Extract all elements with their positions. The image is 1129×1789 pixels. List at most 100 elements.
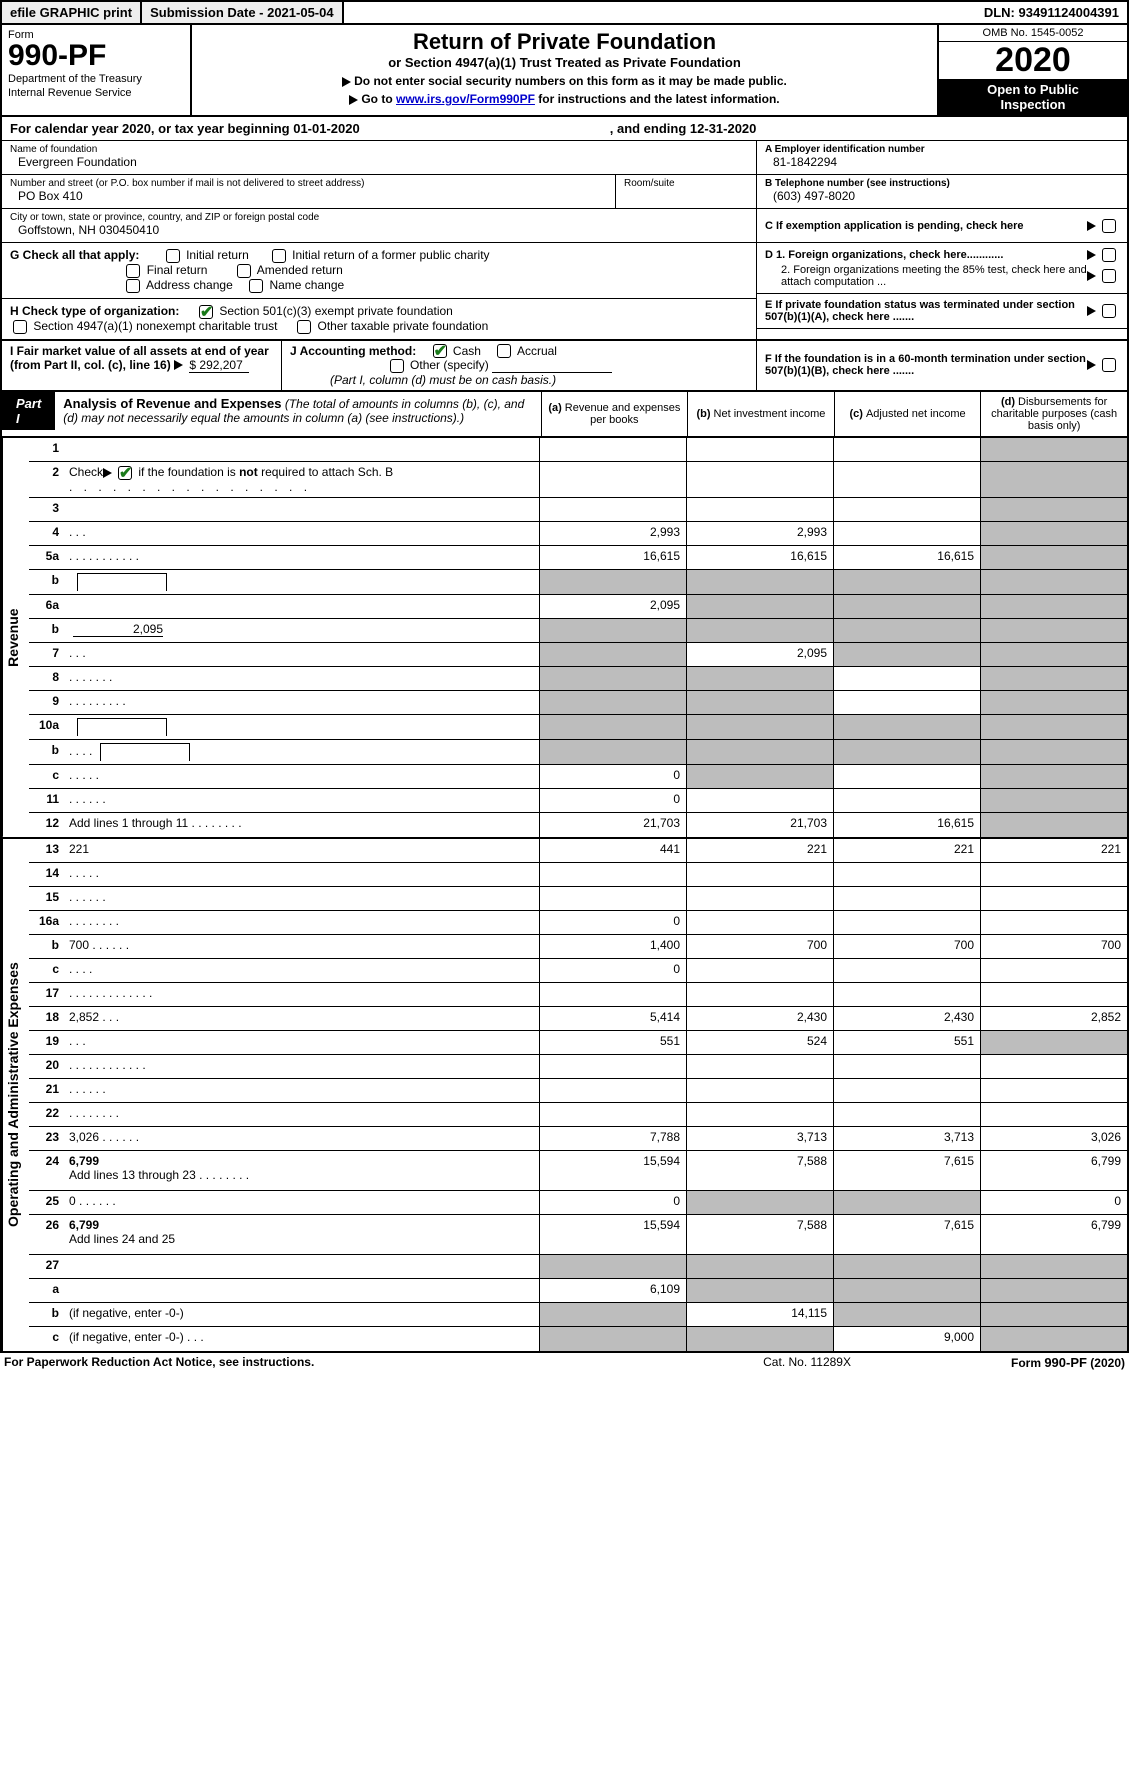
checkbox-4947a1[interactable]	[13, 320, 27, 334]
form990pf-link[interactable]: www.irs.gov/Form990PF	[396, 92, 535, 106]
ein-cell: A Employer identification number 81-1842…	[757, 141, 1127, 175]
checkbox-initial-return[interactable]	[166, 249, 180, 263]
page-footer: For Paperwork Reduction Act Notice, see …	[0, 1353, 1129, 1372]
room-cell: Room/suite	[616, 175, 756, 209]
checkbox-f[interactable]	[1102, 358, 1116, 372]
dln-number: DLN: 93491124004391	[976, 2, 1127, 23]
table-row: b(if negative, enter -0-)14,115	[29, 1303, 1127, 1327]
checkbox-final-return[interactable]	[126, 264, 140, 278]
arrow-icon	[1087, 271, 1096, 281]
expenses-label: Operating and Administrative Expenses	[2, 839, 29, 1351]
table-row: 11 . . . . . .0	[29, 789, 1127, 813]
table-row: 246,799Add lines 13 through 23 . . . . .…	[29, 1151, 1127, 1191]
accounting-cell: J Accounting method: Cash Accrual Other …	[282, 341, 757, 391]
efile-print-button[interactable]: efile GRAPHIC print	[2, 2, 142, 23]
checks-right: D 1. Foreign organizations, check here..…	[757, 243, 1127, 338]
h-check-row: H Check type of organization: Section 50…	[2, 299, 756, 339]
g-check-row: G Check all that apply: Initial return I…	[2, 243, 756, 298]
calendar-year-row: For calendar year 2020, or tax year begi…	[0, 117, 1129, 141]
checkbox-cash[interactable]	[433, 344, 447, 358]
table-row: c . . . .0	[29, 959, 1127, 983]
ein-value: 81-1842294	[765, 155, 1119, 169]
col-d-header: (d)Disbursements for charitable purposes…	[980, 392, 1127, 436]
checkbox-name-change[interactable]	[249, 279, 263, 293]
foundation-name: Evergreen Foundation	[10, 155, 748, 169]
cat-no: Cat. No. 11289X	[763, 1355, 851, 1370]
goto-note: Go to www.irs.gov/Form990PF for instruct…	[202, 92, 927, 106]
table-row: 12Add lines 1 through 11 . . . . . . . .…	[29, 813, 1127, 837]
arrow-icon	[1087, 306, 1096, 316]
checkbox-sch-b[interactable]	[118, 466, 132, 480]
dept-irs: Internal Revenue Service	[8, 87, 184, 99]
expenses-grid: 1322144122122122114 . . . . .15 . . . . …	[29, 839, 1127, 1351]
checkbox-address-change[interactable]	[126, 279, 140, 293]
city-cell: City or town, state or province, country…	[2, 209, 756, 243]
arrow-icon	[1087, 221, 1096, 231]
checkbox-c[interactable]	[1102, 219, 1116, 233]
form-footer: Form 990-PF (2020)	[1011, 1355, 1125, 1370]
fmv-value: $ 292,207	[189, 358, 249, 373]
table-row: 3	[29, 498, 1127, 522]
checkbox-other-method[interactable]	[390, 359, 404, 373]
table-row: 9 . . . . . . . . .	[29, 691, 1127, 715]
paperwork-notice: For Paperwork Reduction Act Notice, see …	[4, 1355, 314, 1370]
ssn-note: Do not enter social security numbers on …	[202, 74, 927, 88]
col-b-header: (b)Net investment income	[687, 392, 834, 436]
revenue-table: Revenue 12Check if the foundation is not…	[0, 438, 1129, 839]
street-cell: Number and street (or P.O. box number if…	[2, 175, 616, 209]
table-row: 7 . . .2,095	[29, 643, 1127, 667]
col-a-header: (a)Revenue and expenses per books	[541, 392, 688, 436]
address-row: Number and street (or P.O. box number if…	[2, 175, 756, 209]
tax-year: 2020	[939, 42, 1127, 79]
checkbox-d1[interactable]	[1102, 248, 1116, 262]
table-row: 20 . . . . . . . . . . . .	[29, 1055, 1127, 1079]
arrow-icon	[1087, 360, 1096, 370]
revenue-grid: 12Check if the foundation is not require…	[29, 438, 1127, 837]
foundation-name-cell: Name of foundation Evergreen Foundation	[2, 141, 756, 175]
table-row: 19 . . .551524551	[29, 1031, 1127, 1055]
fmv-accounting-row: I Fair market value of all assets at end…	[0, 341, 1129, 392]
checkbox-amended[interactable]	[237, 264, 251, 278]
table-row: 14 . . . . .	[29, 863, 1127, 887]
arrow-icon	[342, 77, 351, 87]
checkbox-accrual[interactable]	[497, 344, 511, 358]
form-header: Form 990-PF Department of the Treasury I…	[0, 25, 1129, 117]
table-row: 250 . . . . . .00	[29, 1191, 1127, 1215]
d-check-row: D 1. Foreign organizations, check here..…	[757, 243, 1127, 294]
table-row: 8 . . . . . . .	[29, 667, 1127, 691]
table-row: 1	[29, 438, 1127, 462]
table-row: b . . . .	[29, 740, 1127, 765]
part-description: Analysis of Revenue and Expenses (The to…	[55, 392, 540, 429]
omb-number: OMB No. 1545-0052	[939, 25, 1127, 42]
checkbox-other-taxable[interactable]	[297, 320, 311, 334]
header-right: OMB No. 1545-0052 2020 Open to PublicIns…	[937, 25, 1127, 115]
f-check-cell: F If the foundation is in a 60-month ter…	[757, 341, 1127, 391]
table-row: 10a	[29, 715, 1127, 740]
checkbox-d2[interactable]	[1102, 269, 1116, 283]
table-row: 5a . . . . . . . . . . .16,61516,61516,6…	[29, 546, 1127, 570]
info-section: Name of foundation Evergreen Foundation …	[0, 141, 1129, 243]
cal-begin: For calendar year 2020, or tax year begi…	[10, 121, 360, 136]
table-row: 22 . . . . . . . .	[29, 1103, 1127, 1127]
table-row: 233,026 . . . . . .7,7883,7133,7133,026	[29, 1127, 1127, 1151]
checkbox-e[interactable]	[1102, 304, 1116, 318]
table-row: 6a2,095	[29, 595, 1127, 619]
part-i-header: Part I Analysis of Revenue and Expenses …	[0, 391, 1129, 438]
table-row: c(if negative, enter -0-) . . .9,000	[29, 1327, 1127, 1351]
checks-left: G Check all that apply: Initial return I…	[2, 243, 757, 338]
cal-end: , and ending 12-31-2020	[610, 121, 757, 136]
table-row: a6,109	[29, 1279, 1127, 1303]
checkbox-501c3[interactable]	[199, 305, 213, 319]
checkbox-initial-former[interactable]	[272, 249, 286, 263]
table-row: b	[29, 570, 1127, 595]
open-to-public: Open to PublicInspection	[939, 79, 1127, 115]
part-title-cell: Part I Analysis of Revenue and Expenses …	[2, 392, 541, 436]
form-subtitle: or Section 4947(a)(1) Trust Treated as P…	[202, 55, 927, 70]
header-title-block: Return of Private Foundation or Section …	[192, 25, 937, 115]
table-row: 13221441221221221	[29, 839, 1127, 863]
city-state-zip: Goffstown, NH 030450410	[10, 223, 748, 237]
table-row: 182,852 . . .5,4142,4302,4302,852	[29, 1007, 1127, 1031]
table-row: b700 . . . . . .1,400700700700	[29, 935, 1127, 959]
table-row: 21 . . . . . .	[29, 1079, 1127, 1103]
exemption-c-cell: C If exemption application is pending, c…	[757, 209, 1127, 243]
